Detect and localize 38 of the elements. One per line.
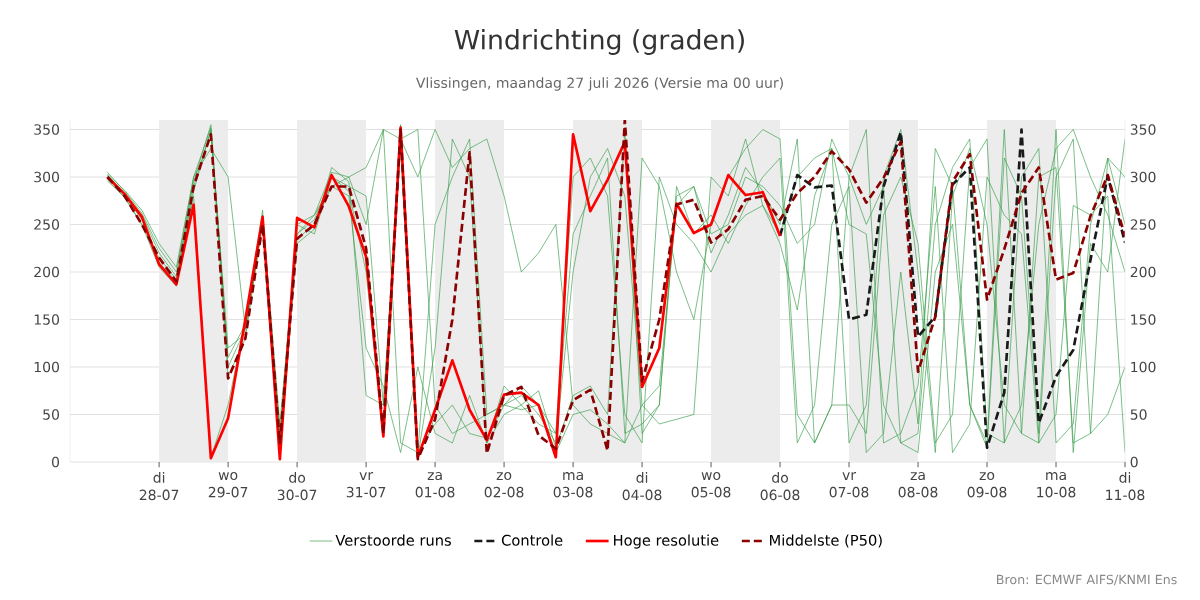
text: Bron: ECMWF AIFS/KNMI Ens — [997, 574, 1177, 586]
y-tick-label: 150 — [34, 314, 60, 325]
y2-tick-label: 150 — [1131, 314, 1156, 325]
y-tick-label: 50 — [43, 409, 60, 420]
legend-label: Verstoorde runs — [335, 534, 451, 546]
y2-tick-label: 250 — [1130, 219, 1156, 230]
y2-tick-label: 0 — [1130, 456, 1138, 468]
y-tick-label: 300 — [34, 171, 60, 183]
x-tick-label: wo 29-07 — [208, 472, 248, 498]
y2-tick-label: 50 — [1130, 409, 1147, 420]
x-tick-label: do 06-08 — [760, 472, 800, 501]
legend-label: Middelste (P50) — [770, 534, 882, 548]
x-tick-label: di 04-08 — [622, 472, 662, 501]
x-tick-label: di 11-08 — [1106, 472, 1145, 501]
y-tick-label: 200 — [34, 266, 60, 278]
y2-tick-label: 200 — [1130, 266, 1156, 278]
y2-tick-label: 350 — [1130, 124, 1156, 135]
y-tick-label: 0 — [51, 456, 60, 468]
y2-tick-label: 100 — [1131, 361, 1156, 373]
legend-label: Hoge resolutie — [614, 534, 719, 549]
legend-label: Controle — [501, 534, 563, 546]
x-tick-label: zo 02-08 — [484, 472, 524, 498]
x-tick-label: wo 05-08 — [691, 472, 731, 498]
y-tick-label: 100 — [34, 361, 60, 373]
chart-subtitle: Vlissingen, maandag 27 juli 2026 (Versie ma 00 uur) — [415, 77, 783, 91]
x-tick-label: zo 09-08 — [967, 472, 1007, 498]
y-tick-label: 350 — [34, 124, 60, 135]
chart-title: Windrichting (graden) — [454, 29, 744, 55]
x-tick-label: za 01-08 — [415, 472, 455, 498]
x-tick-label: do 30-07 — [277, 472, 317, 501]
x-tick-label: di 28-07 — [139, 472, 179, 501]
y-tick-label: 250 — [34, 219, 60, 230]
x-tick-label: ma 03-08 — [553, 472, 593, 498]
y2-tick-label: 300 — [1130, 171, 1156, 183]
x-tick-label: vr 31-07 — [346, 472, 386, 498]
x-tick-label: vr 07-08 — [829, 472, 869, 498]
x-tick-label: za 08-08 — [898, 472, 938, 498]
x-tick-label: ma 10-08 — [1037, 472, 1076, 498]
